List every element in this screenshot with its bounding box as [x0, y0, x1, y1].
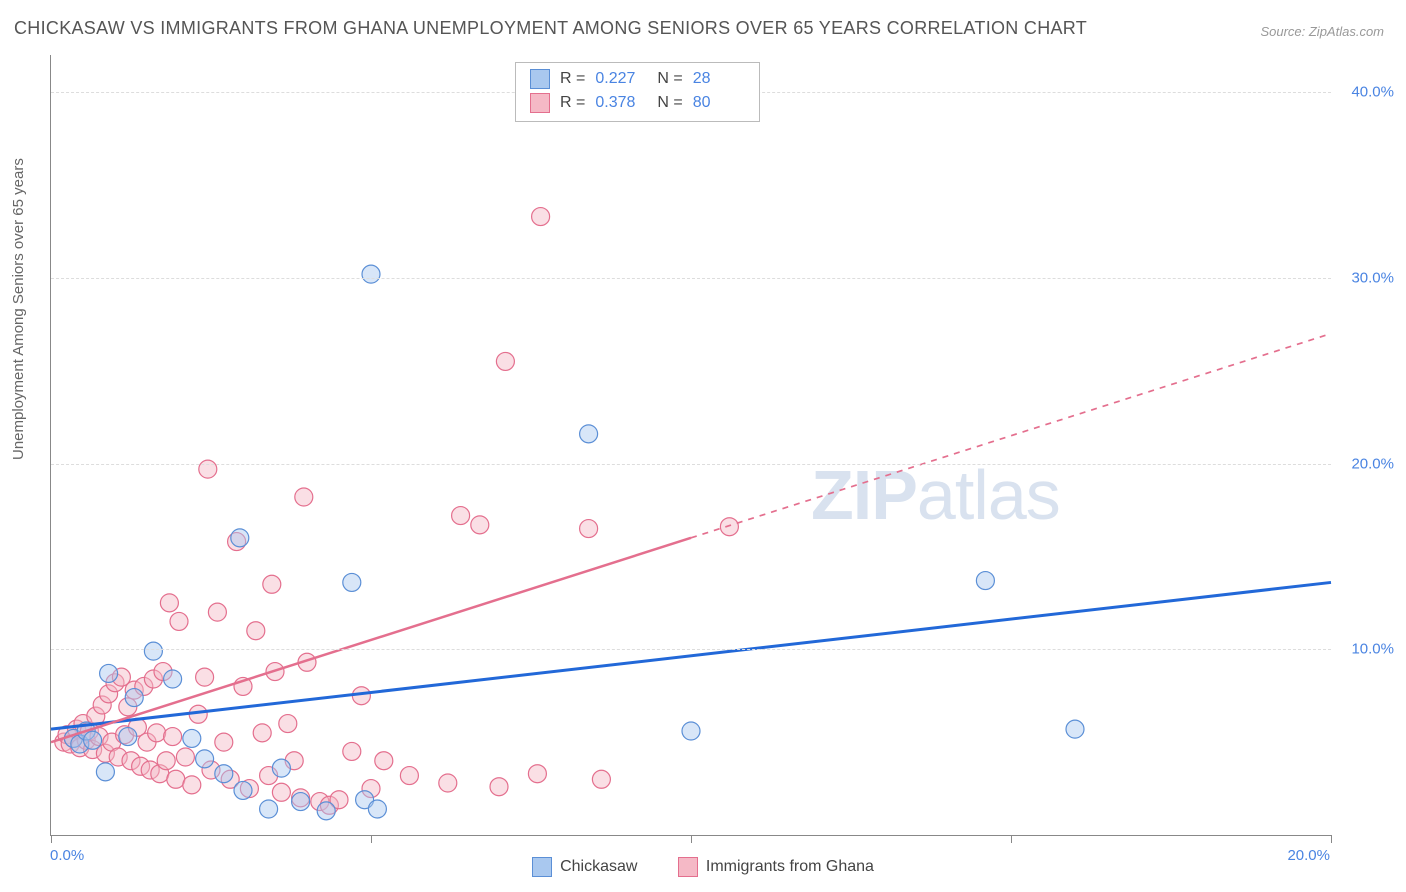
y-tick-label: 30.0%: [1351, 269, 1394, 286]
scatter-point-ghana: [215, 733, 233, 751]
scatter-point-ghana: [208, 603, 226, 621]
trend-line-dashed-ghana: [691, 334, 1331, 538]
scatter-point-chickasaw: [231, 529, 249, 547]
x-tick: [1011, 835, 1012, 843]
scatter-point-chickasaw: [1066, 720, 1084, 738]
series-legend: Chickasaw Immigrants from Ghana: [0, 857, 1406, 882]
scatter-point-chickasaw: [125, 689, 143, 707]
plot-area: ZIPatlas: [50, 55, 1331, 836]
correlation-legend: R = 0.227 N = 28 R = 0.378 N = 80: [515, 62, 760, 122]
legend-row-ghana: R = 0.378 N = 80: [530, 91, 745, 115]
scatter-point-ghana: [592, 770, 610, 788]
scatter-point-ghana: [496, 352, 514, 370]
y-tick-label: 40.0%: [1351, 84, 1394, 101]
scatter-point-ghana: [490, 778, 508, 796]
scatter-point-ghana: [343, 742, 361, 760]
scatter-point-chickasaw: [84, 731, 102, 749]
scatter-point-ghana: [272, 783, 290, 801]
scatter-point-chickasaw: [215, 765, 233, 783]
legend-item-chickasaw: Chickasaw: [532, 857, 637, 877]
scatter-point-ghana: [176, 748, 194, 766]
scatter-point-chickasaw: [260, 800, 278, 818]
scatter-point-ghana: [164, 728, 182, 746]
trend-line-chickasaw: [51, 582, 1331, 729]
scatter-point-ghana: [279, 715, 297, 733]
x-tick-label: 0.0%: [50, 847, 84, 864]
legend-swatch-ghana-icon: [678, 857, 698, 877]
scatter-point-ghana: [157, 752, 175, 770]
trend-line-ghana: [51, 538, 691, 742]
legend-swatch-chickasaw-icon: [532, 857, 552, 877]
scatter-point-chickasaw: [119, 728, 137, 746]
legend-item-ghana: Immigrants from Ghana: [678, 857, 874, 877]
scatter-point-ghana: [439, 774, 457, 792]
scatter-point-ghana: [170, 612, 188, 630]
scatter-point-chickasaw: [362, 265, 380, 283]
legend-label-chickasaw: Chickasaw: [560, 858, 637, 876]
legend-swatch-ghana: [530, 93, 550, 113]
scatter-point-chickasaw: [580, 425, 598, 443]
scatter-point-chickasaw: [234, 781, 252, 799]
source-attribution: Source: ZipAtlas.com: [1260, 24, 1384, 39]
scatter-point-ghana: [263, 575, 281, 593]
x-tick-label: 20.0%: [1287, 847, 1330, 864]
scatter-point-ghana: [452, 507, 470, 525]
scatter-point-ghana: [253, 724, 271, 742]
scatter-point-chickasaw: [144, 642, 162, 660]
grid-line: [51, 464, 1331, 465]
y-tick-label: 20.0%: [1351, 455, 1394, 472]
scatter-point-ghana: [196, 668, 214, 686]
n-value-chickasaw: 28: [693, 67, 745, 91]
scatter-point-chickasaw: [682, 722, 700, 740]
r-label: R =: [560, 91, 585, 115]
r-label: R =: [560, 67, 585, 91]
r-value-chickasaw: 0.227: [595, 67, 647, 91]
scatter-point-chickasaw: [368, 800, 386, 818]
scatter-point-chickasaw: [164, 670, 182, 688]
scatter-point-ghana: [400, 767, 418, 785]
n-label: N =: [657, 67, 682, 91]
scatter-point-ghana: [247, 622, 265, 640]
grid-line: [51, 649, 1331, 650]
legend-row-chickasaw: R = 0.227 N = 28: [530, 67, 745, 91]
plot-svg: [51, 55, 1331, 835]
r-value-ghana: 0.378: [595, 91, 647, 115]
y-tick-label: 10.0%: [1351, 641, 1394, 658]
chart-container: CHICKASAW VS IMMIGRANTS FROM GHANA UNEMP…: [0, 0, 1406, 892]
x-tick: [691, 835, 692, 843]
x-tick: [51, 835, 52, 843]
scatter-point-ghana: [580, 520, 598, 538]
y-axis-label: Unemployment Among Seniors over 65 years: [10, 158, 27, 460]
scatter-point-ghana: [167, 770, 185, 788]
scatter-point-ghana: [532, 208, 550, 226]
x-tick: [371, 835, 372, 843]
n-label: N =: [657, 91, 682, 115]
scatter-point-chickasaw: [343, 573, 361, 591]
n-value-ghana: 80: [693, 91, 745, 115]
scatter-point-ghana: [375, 752, 393, 770]
scatter-point-chickasaw: [100, 664, 118, 682]
scatter-point-chickasaw: [976, 572, 994, 590]
grid-line: [51, 278, 1331, 279]
scatter-point-ghana: [295, 488, 313, 506]
scatter-point-chickasaw: [96, 763, 114, 781]
scatter-point-ghana: [528, 765, 546, 783]
scatter-point-chickasaw: [196, 750, 214, 768]
scatter-point-chickasaw: [292, 793, 310, 811]
legend-label-ghana: Immigrants from Ghana: [706, 858, 874, 876]
scatter-point-ghana: [160, 594, 178, 612]
scatter-point-chickasaw: [317, 802, 335, 820]
scatter-point-ghana: [471, 516, 489, 534]
legend-swatch-chickasaw: [530, 69, 550, 89]
x-tick: [1331, 835, 1332, 843]
scatter-point-ghana: [148, 724, 166, 742]
scatter-point-ghana: [720, 518, 738, 536]
scatter-point-ghana: [183, 776, 201, 794]
chart-title: CHICKASAW VS IMMIGRANTS FROM GHANA UNEMP…: [14, 18, 1087, 39]
scatter-point-chickasaw: [272, 759, 290, 777]
scatter-point-chickasaw: [183, 729, 201, 747]
